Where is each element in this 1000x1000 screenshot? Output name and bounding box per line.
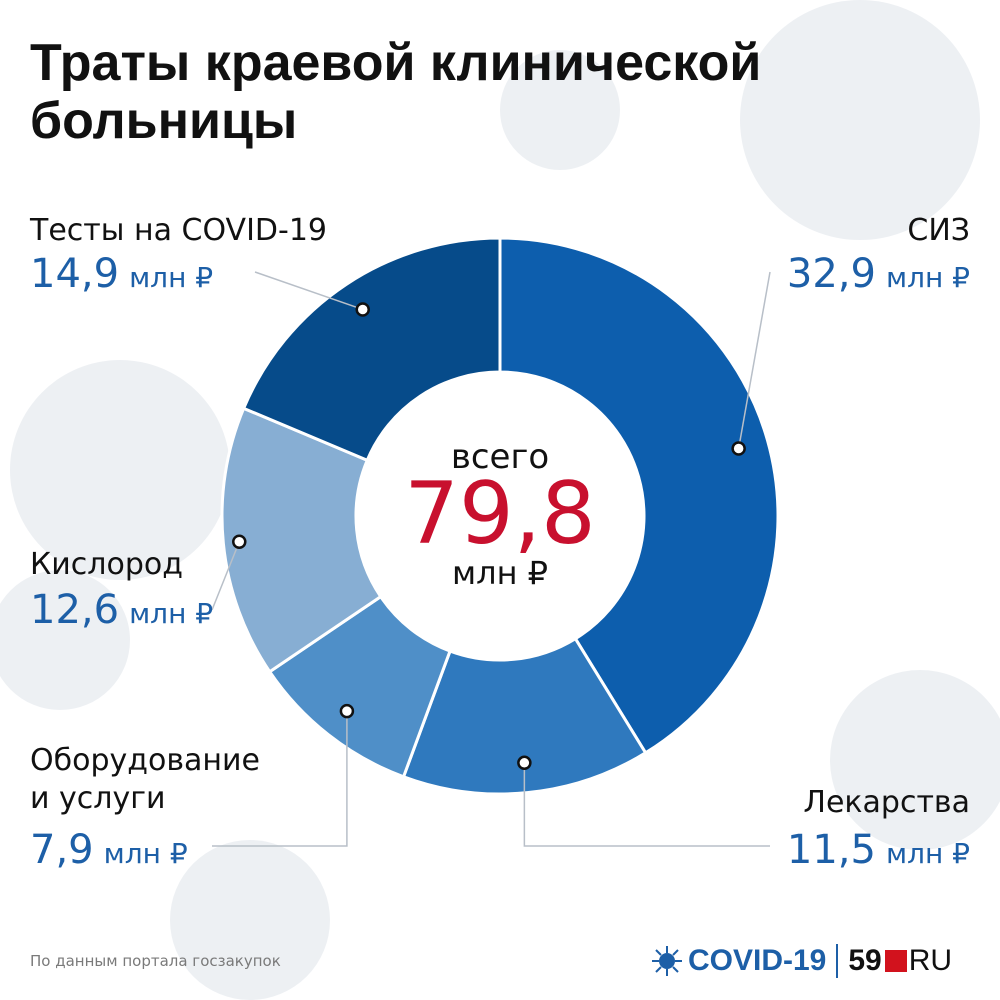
- slice-value-2: 7,9 млн ₽: [30, 827, 188, 873]
- slice-value-unit-2: млн ₽: [104, 837, 188, 870]
- slice-value-number-4: 14,9: [30, 251, 119, 297]
- leader-dot-4: [355, 302, 370, 317]
- leader-line-1: [523, 762, 770, 847]
- leader-line-4: [254, 271, 363, 311]
- center-total-caption: всего: [451, 437, 549, 477]
- slice-label-1: Лекарства: [803, 785, 970, 820]
- slice-label-2-line-0: Оборудование: [30, 743, 260, 778]
- slice-value-0: 32,9 млн ₽: [787, 251, 970, 297]
- slice-value-number-1: 11,5: [787, 827, 876, 873]
- leader-line-3: [211, 541, 240, 611]
- slice-label-3: Кислород: [30, 547, 183, 582]
- source-note: По данным портала госзакупок: [30, 952, 281, 970]
- slice-value-1: 11,5 млн ₽: [787, 827, 970, 873]
- slice-label-2-line-1: и услуги: [30, 781, 165, 816]
- leader-dot-3: [232, 534, 247, 549]
- page-title: Траты краевой клинической больницы: [30, 34, 762, 150]
- leader-line-0: [737, 271, 771, 449]
- slice-label-4: Тесты на COVID-19: [29, 213, 327, 248]
- brand-covid: COVID-19: [688, 944, 827, 977]
- slice-labels: СИЗ 32,9 млн ₽ Лекарства 11,5 млн ₽ Оборудован…: [29, 213, 970, 873]
- center-total-value: 79,8: [404, 464, 595, 564]
- leader-lines: [211, 271, 771, 847]
- slice-label-0: СИЗ: [907, 213, 970, 248]
- slice-value-number-0: 32,9: [787, 251, 876, 297]
- donut-hole: [356, 372, 644, 660]
- brand-59: 59: [848, 944, 882, 977]
- slice-value-unit-3: млн ₽: [129, 597, 213, 630]
- brand-divider: [836, 944, 839, 978]
- slice-value-3: 12,6 млн ₽: [30, 587, 213, 633]
- virus-icon: [652, 946, 682, 976]
- leader-dot-0: [731, 441, 746, 456]
- leader-line-2: [212, 711, 348, 847]
- brand-red-square: [884, 950, 907, 972]
- slice-value-number-2: 7,9: [30, 827, 94, 873]
- brand-logo: COVID-19 59 RU: [650, 936, 952, 986]
- brand-ru: RU: [908, 944, 953, 977]
- slice-value-4: 14,9 млн ₽: [30, 251, 213, 297]
- slice-value-unit-1: млн ₽: [886, 837, 970, 870]
- slice-value-unit-4: млн ₽: [129, 261, 213, 294]
- slice-value-unit-0: млн ₽: [886, 261, 970, 294]
- slice-value-number-3: 12,6: [30, 587, 119, 633]
- leader-dot-2: [339, 703, 355, 719]
- center-total-unit: млн ₽: [452, 554, 548, 592]
- leader-dot-1: [517, 755, 532, 771]
